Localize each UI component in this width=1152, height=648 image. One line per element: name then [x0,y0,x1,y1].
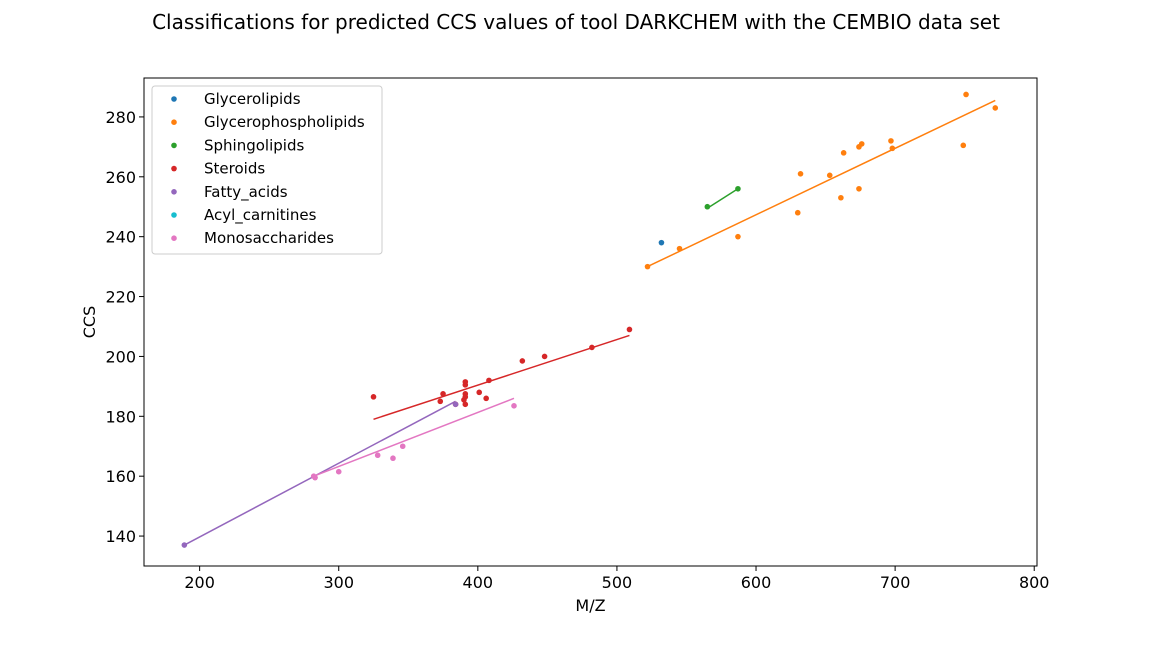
y-tick-label: 160 [105,467,136,486]
y-tick-label: 180 [105,407,136,426]
steroids-point [541,353,548,360]
legend-box [151,85,383,255]
steroids-point [462,394,469,400]
monosaccharides-fit-line [313,397,515,477]
glycerolipids-legend-marker [171,96,177,102]
steroids-point [437,398,444,405]
monosaccharides-point [335,468,342,475]
glycerophospholipids-point [838,194,844,201]
x-axis-ticks: 200 300 400 500 600 700 800 [184,566,1049,592]
steroids-point [462,401,469,408]
glycerophospholipids-point [797,171,804,177]
steroids-point [440,391,446,397]
glycerophospholipids-point [644,263,651,270]
x-tick-label: 200 [184,573,215,592]
legend-entry-acyl-carnitines: Acyl_carnitines [204,206,317,225]
y-tick-label: 220 [105,288,136,307]
legend: Glycerolipids Glycerophospholipids Sphingo… [151,85,383,255]
fatty-acids-legend-marker [171,189,177,195]
legend-entry-monosaccharides: Monosaccharides [204,229,334,247]
glycerophospholipids-point [676,245,683,252]
glycerophospholipids-fit-line [647,99,996,268]
y-tick-label: 200 [105,347,136,366]
monosaccharides-point [312,474,318,481]
monosaccharides-point [390,455,396,462]
glycerophospholipids-point [826,172,833,179]
y-tick-label: 240 [105,228,136,247]
legend-entry-glycerophospholipids: Glycerophospholipids [204,113,365,131]
steroids-point [589,344,595,351]
legend-entry-steroids: Steroids [204,160,265,178]
sphingolipids-point [735,185,741,192]
glycerophospholipids-point [735,233,741,240]
steroids-point [370,394,377,400]
steroids-point [626,326,633,333]
steroids-legend-marker [171,165,177,172]
fit-lines [183,99,996,546]
sphingolipids-legend-marker [171,142,177,149]
chart-title: Classifications for predicted CCS values… [152,10,1000,34]
glycerophospholipids-point [889,145,896,152]
fatty-acids-point [181,542,188,548]
glycerophospholipids-point [856,185,862,192]
steroids-fit-line [373,334,630,421]
sphingolipids-fit-line [706,188,739,209]
x-tick-label: 800 [1019,573,1050,592]
x-tick-label: 600 [741,573,772,592]
fatty-acids-point [452,401,459,408]
y-tick-label: 260 [105,168,136,187]
glycerophospholipids-point [888,138,894,144]
x-tick-label: 300 [323,573,354,592]
steroids-point [476,389,483,396]
x-axis-label: M/Z [575,596,605,615]
glycerophospholipids-legend-marker [171,119,177,125]
steroids-point [486,377,492,384]
glycerophospholipids-point [858,141,865,147]
y-axis-ticks: 140 160 180 200 220 240 260 280 [105,108,144,546]
sphingolipids-point [704,203,711,210]
glycerophospholipids-point [840,150,847,156]
y-axis-label: CCS [80,306,99,339]
legend-entry-glycerolipids: Glycerolipids [204,90,301,108]
monosaccharides-point [511,403,517,409]
monosaccharides-legend-marker [171,235,177,241]
legend-entry-fatty-acids: Fatty_acids [204,183,288,202]
monosaccharides-point [374,452,381,459]
steroids-point [519,358,526,364]
x-tick-label: 400 [463,573,494,592]
y-tick-label: 280 [105,108,136,127]
steroids-point [462,379,469,385]
legend-entry-sphingolipids: Sphingolipids [204,136,304,154]
glycerophospholipids-point [960,142,967,149]
glycerophospholipids-point [963,91,969,98]
y-tick-label: 140 [105,527,136,546]
monosaccharides-point [399,443,406,450]
glycerophospholipids-point [992,105,999,111]
steroids-point [483,395,489,402]
glycerophospholipids-point [794,209,801,216]
x-tick-label: 500 [602,573,633,592]
x-tick-label: 700 [880,573,911,592]
plot-area-frame [143,77,1038,567]
data-points [181,91,999,548]
glycerolipids-point [658,239,665,246]
acyl-carnitines-legend-marker [171,212,177,218]
